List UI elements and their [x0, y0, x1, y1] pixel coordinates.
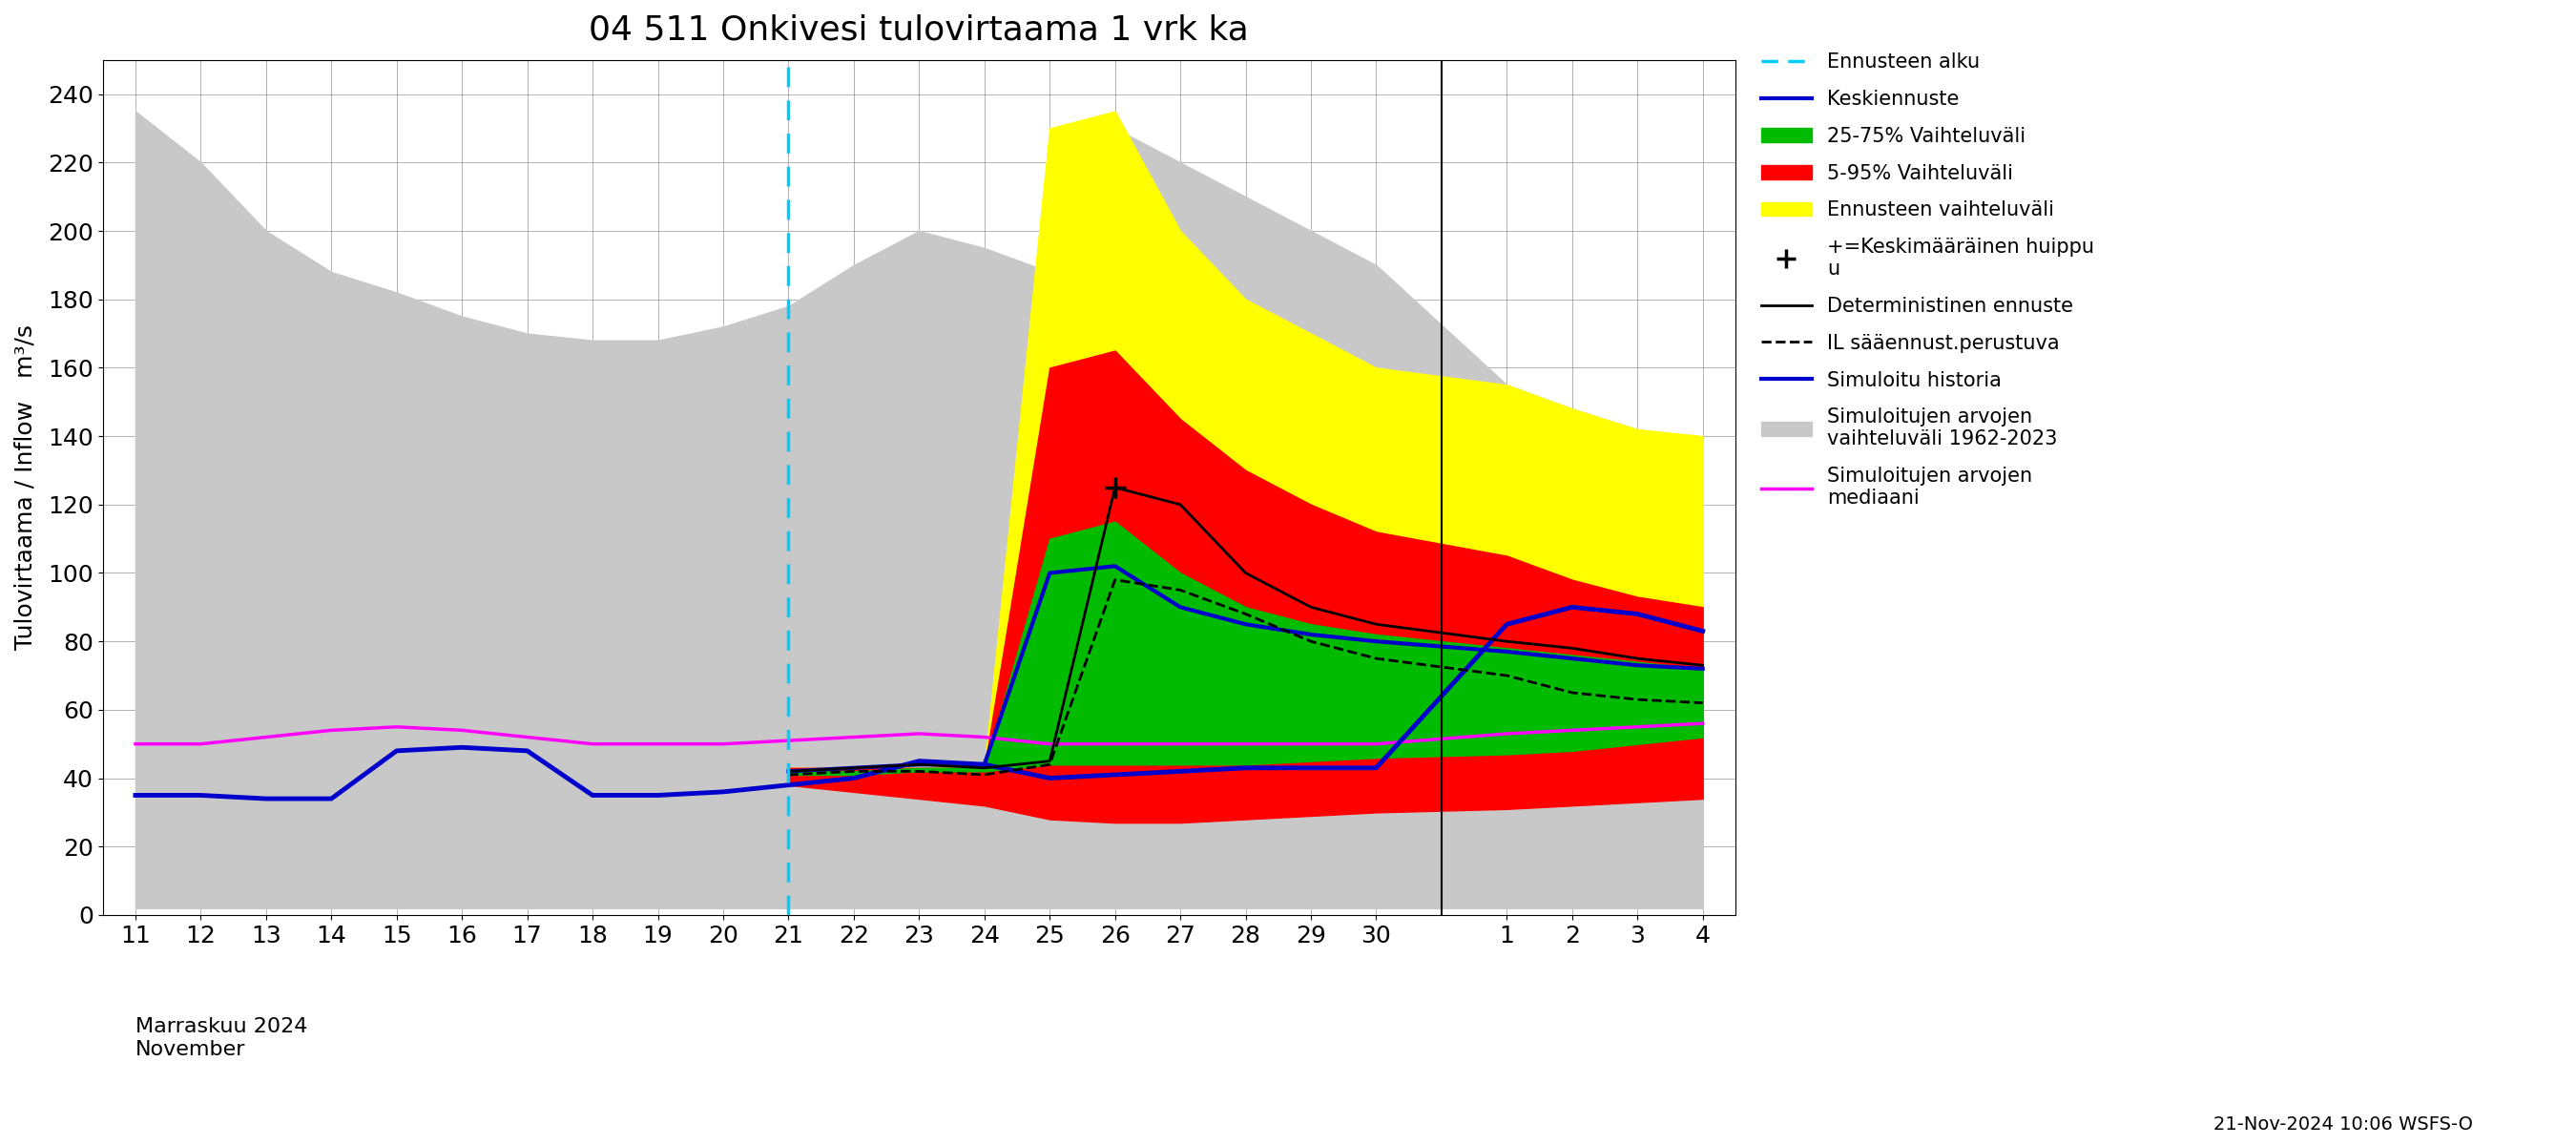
Text: 21-Nov-2024 10:06 WSFS-O: 21-Nov-2024 10:06 WSFS-O — [2213, 1115, 2473, 1134]
Legend: Ennusteen alku, Keskiennuste, 25-75% Vaihteluväli, 5-95% Vaihteluväli, Ennusteen: Ennusteen alku, Keskiennuste, 25-75% Vai… — [1762, 53, 2094, 508]
Text: Marraskuu 2024
November: Marraskuu 2024 November — [137, 1018, 307, 1059]
Title: 04 511 Onkivesi tulovirtaama 1 vrk ka: 04 511 Onkivesi tulovirtaama 1 vrk ka — [590, 14, 1249, 47]
Y-axis label: Tulovirtaama / Inflow   m³/s: Tulovirtaama / Inflow m³/s — [15, 325, 36, 650]
